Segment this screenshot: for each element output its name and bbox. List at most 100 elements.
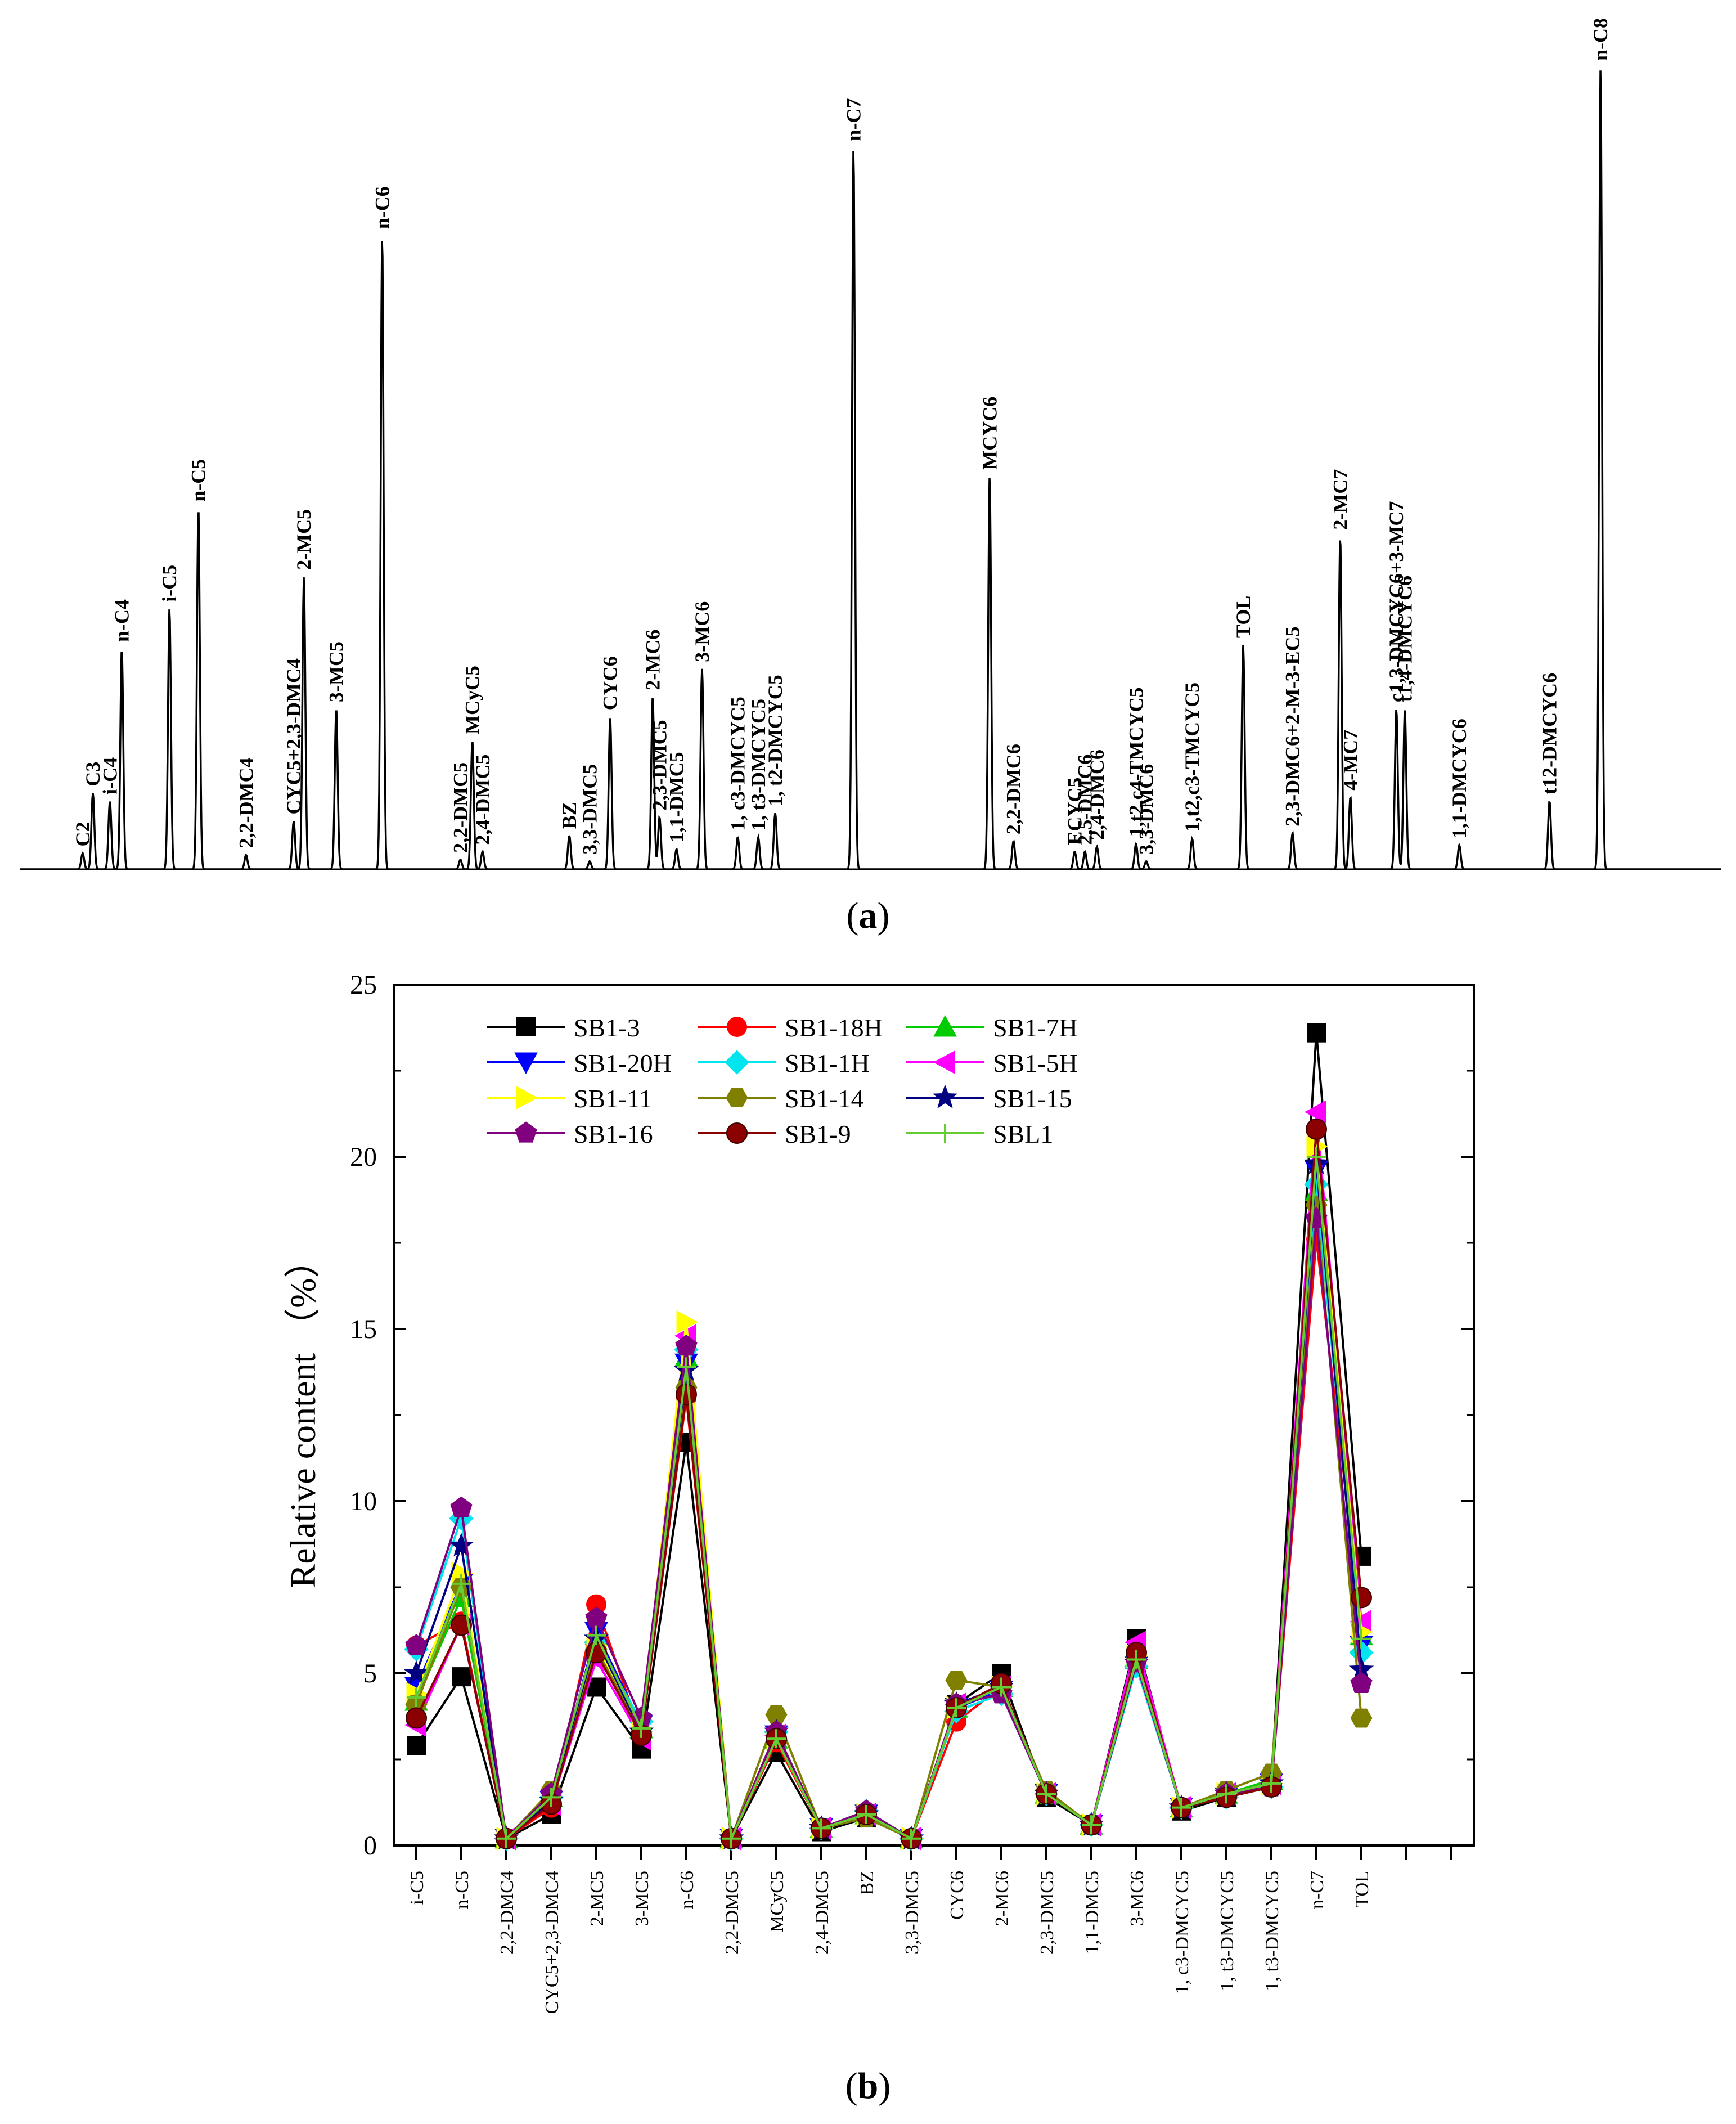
peak-label: i-C4 [98,757,121,794]
peak-label: n-C7 [842,98,865,141]
data-point [677,1357,696,1377]
peak-label: CYC6 [599,656,622,710]
peak-label: t12-DMCYC6 [1538,673,1560,794]
peak-label: 2-MC7 [1329,469,1351,530]
series-line [415,1183,1362,1840]
x-tick-label: MCyC5 [767,1871,788,1933]
data-point [1350,1672,1373,1694]
data-point [1172,1798,1191,1817]
legend-marker [726,1122,748,1144]
legend-label: SB1-1H [785,1049,870,1077]
peak-label: MCyC5 [461,666,484,734]
series-SB1-7H [404,1179,1373,1849]
panel-a-label: (a) [846,895,890,936]
x-tick-label: i-C5 [407,1871,428,1905]
y-tick-label: 15 [350,1314,377,1344]
data-point [857,1804,876,1824]
data-point [497,1829,516,1848]
legend-label: SB1-14 [785,1084,864,1113]
data-point [403,1660,429,1684]
peak-label: 2,2-DMC6 [1002,744,1025,834]
series-line [415,1190,1362,1840]
peak-label: C3 [82,762,104,787]
data-point [767,1729,786,1749]
peak-label: t1,4-DMCYC6 [1393,576,1416,702]
peak-label: 2,2-DMC5 [449,762,471,853]
legend-label: SBL1 [993,1120,1053,1148]
x-tick-label: 2-MC6 [992,1871,1013,1926]
data-point [406,1707,427,1729]
x-tick-label: 1,1-DMC5 [1082,1871,1103,1954]
data-point [1082,1815,1101,1835]
x-tick-label: n-C7 [1307,1871,1328,1909]
y-tick-label: 0 [363,1831,377,1861]
data-point [1351,1587,1372,1609]
legend-label: SB1-11 [574,1084,652,1113]
data-point [676,1310,699,1334]
legend-marker [516,1017,536,1036]
x-tick-label: 2,2-DMC5 [722,1871,743,1954]
data-point [1352,1629,1371,1649]
x-tick-label: 2,3-DMC5 [1037,1871,1058,1954]
peak-label: ECYC5 [1064,778,1086,845]
peak-label: 2-MC6 [641,630,664,690]
x-tick-label: 1, t3-DMCYC5 [1262,1871,1283,1991]
data-point [407,1687,426,1707]
data-point [448,1533,474,1557]
data-point [632,1718,651,1738]
series-SB1-16 [405,1207,1373,1848]
series-line [415,1145,1362,1840]
data-point [587,1625,606,1645]
x-tick-label: 3-MC5 [632,1871,653,1926]
peak-label: MCYC6 [978,397,1001,470]
peak-label: 1,t2,c3-TMCYC5 [1181,682,1203,832]
legend-label: SB1-20H [574,1049,672,1077]
data-point [450,1496,473,1517]
legend-marker [726,1088,748,1107]
peak-label: CYC5+2,3-DMC4 [282,658,305,814]
legend-label: SB1-3 [574,1013,640,1042]
legend: SB1-3 SB1-18H SB1-7H SB1-20H SB1-1H SB1-5H SB1… [487,1013,1078,1148]
series-line [415,1218,1362,1840]
peak-label: 2,4-DMC6 [1086,749,1108,840]
peak-label: 3,3-DMC5 [578,764,601,855]
data-point [765,1705,788,1725]
peak-label: c1,3-DMCYC6+3-MC7 [1385,501,1407,702]
data-point [945,1671,968,1690]
data-point [902,1829,921,1848]
y-axis-title: Relative content （%） [283,1242,323,1588]
x-tick-label: 2,2-DMC4 [497,1871,518,1954]
data-point [1127,1650,1146,1669]
peak-label: 1,1-DMCYC6 [1448,719,1470,838]
data-point [542,1788,561,1807]
peak-label: 2,2-DMC4 [235,757,257,848]
legend-label: SB1-7H [993,1013,1078,1042]
data-point [452,1574,471,1593]
peak-label: 4-MC7 [1339,730,1362,791]
x-tick-label: 2-MC5 [587,1871,608,1926]
peak-label: n-C6 [371,186,393,229]
y-tick-label: 5 [363,1659,377,1689]
peak-label: 3,3-DMC6 [1135,764,1158,855]
legend-marker [725,1050,749,1075]
legend-label: SB1-5H [993,1049,1078,1077]
legend-label: SB1-18H [785,1013,883,1042]
peak-label: 2,5-DMC6 [1074,755,1096,845]
legend-label: SB1-15 [993,1084,1072,1113]
series-line [415,1128,1362,1840]
x-tick-label: CYC5+2,3-DMC4 [542,1871,563,2014]
data-point [812,1818,831,1838]
peak-label: 1, t3-DMCYC5 [747,699,770,830]
peak-label: 1,1-DMC5 [665,752,688,842]
data-point [992,1677,1011,1697]
series-line [415,1111,1362,1840]
peak-label: C2 [71,822,94,847]
peak-label: 2,3-DMC5 [648,720,671,810]
y-tick-label: 25 [350,970,377,1000]
data-point [947,1698,966,1718]
series-SB1-3 [407,1023,1371,1848]
x-tick-label: n-C5 [452,1871,473,1909]
series-SB1-11 [406,1134,1374,1851]
x-tick-label: BZ [857,1871,878,1895]
